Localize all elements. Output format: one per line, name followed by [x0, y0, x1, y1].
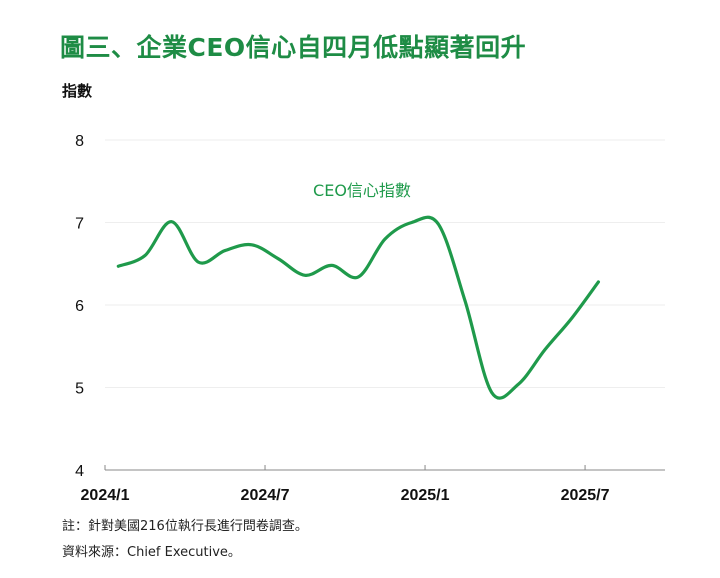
chart-title: 圖三、企業CEO信心自四月低點顯著回升 [60, 33, 527, 62]
y-tick-label: 4 [75, 463, 84, 480]
y-tick-label: 7 [75, 216, 84, 233]
x-tick-label: 2024/7 [241, 487, 290, 504]
footnote: 註：針對美國216位執行長進行問卷調查。 [62, 519, 308, 534]
y-tick-label: 6 [75, 298, 84, 315]
x-tick-label: 2024/1 [81, 487, 130, 504]
y-axis-label: 指數 [62, 82, 93, 100]
x-tick-label: 2025/1 [401, 487, 450, 504]
series-label: CEO信心指數 [313, 181, 411, 200]
y-tick-label: 8 [75, 133, 84, 150]
series-line-ceo-confidence [116, 215, 600, 400]
source-note: 資料來源：Chief Executive。 [62, 545, 241, 560]
y-tick-label: 5 [75, 381, 84, 398]
x-tick-label: 2025/7 [561, 487, 610, 504]
